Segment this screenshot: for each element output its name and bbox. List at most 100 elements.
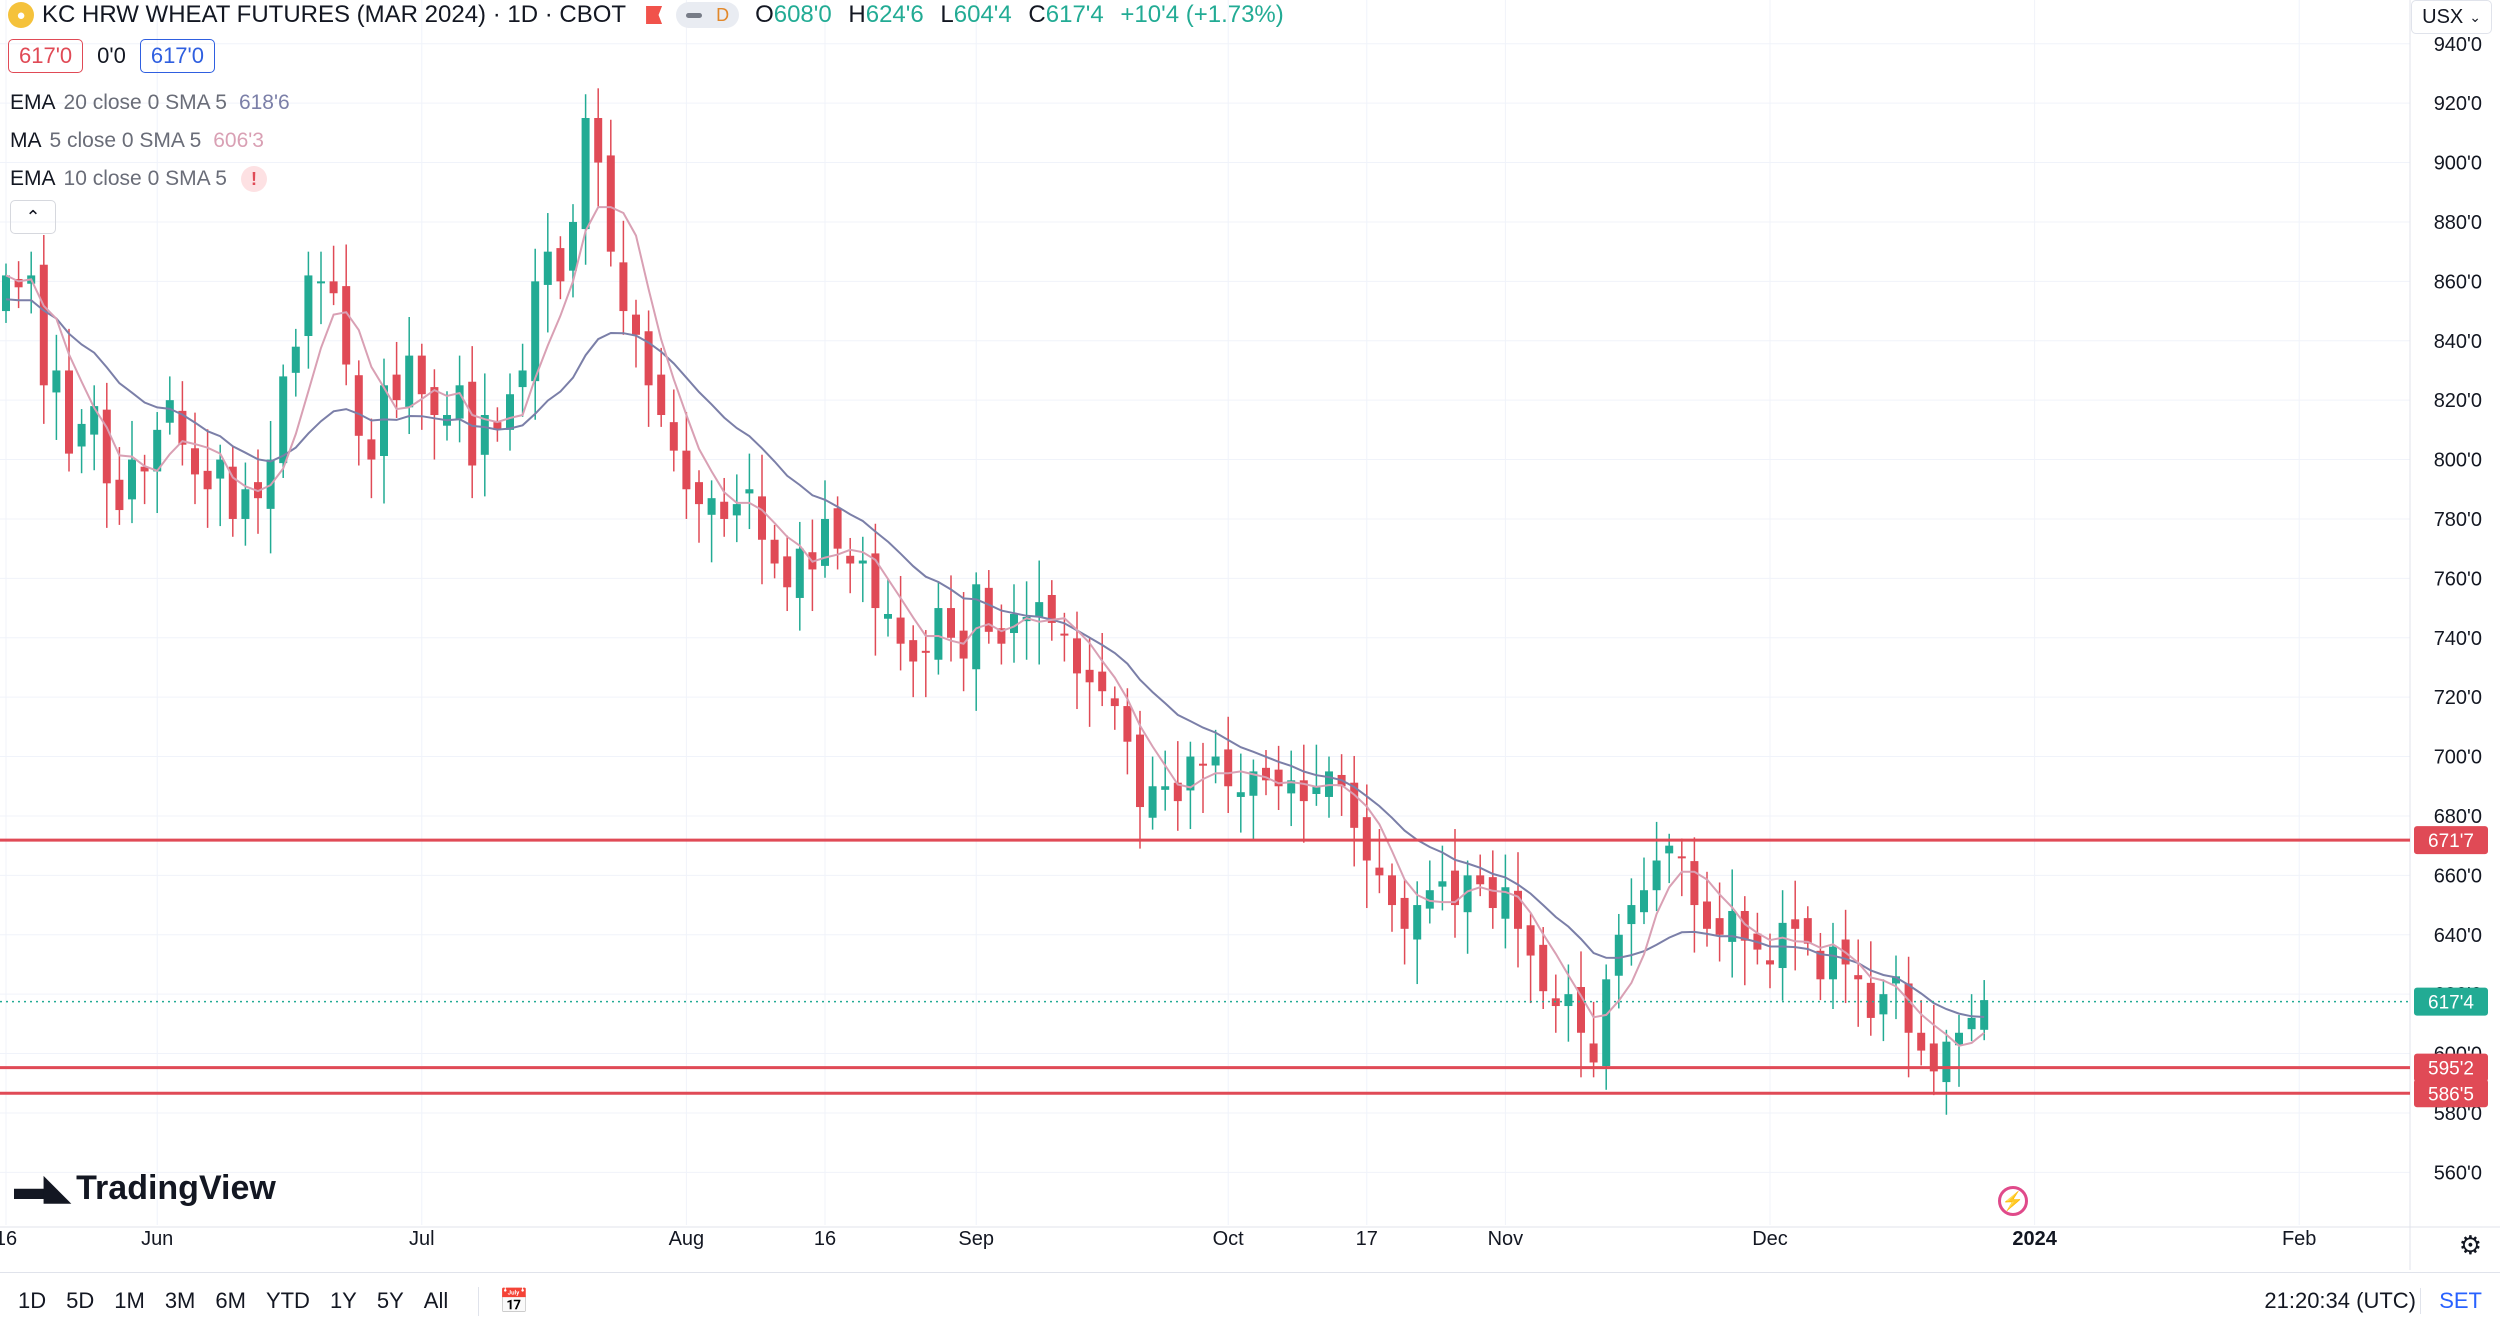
y-tick-label: 700'0	[2434, 747, 2482, 769]
symbol-title[interactable]: KC HRW WHEAT FUTURES (MAR 2024) · 1D · C…	[42, 1, 627, 28]
candle-body	[1400, 897, 1409, 929]
chevron-up-icon: ⌃	[25, 206, 41, 227]
candle-body	[405, 355, 414, 408]
candle-body	[518, 370, 527, 388]
set-button[interactable]: SET	[2420, 1288, 2482, 1314]
candle-body	[1173, 782, 1182, 802]
chevron-down-icon: ⌄	[2469, 8, 2481, 25]
lightning-icon[interactable]: ⚡	[1998, 1186, 2028, 1216]
ohlc-low-value: 604'4	[953, 1, 1012, 28]
timeframe-1d[interactable]: 1D	[18, 1288, 47, 1313]
timeframe-ytd[interactable]: YTD	[265, 1288, 310, 1313]
indicator-ema10[interactable]: EMA 10 close 0 SMA 5 !	[10, 164, 267, 194]
y-tick-label: 660'0	[2434, 865, 2482, 887]
indicator-ema20[interactable]: EMA 20 close 0 SMA 5 618'6	[10, 88, 290, 118]
candle-body	[1224, 749, 1233, 787]
wheat-symbol-icon: ●	[8, 2, 34, 28]
candle-body	[1778, 922, 1787, 969]
indicator-value: 618'6	[238, 91, 290, 114]
y-tick-label: 940'0	[2434, 34, 2482, 56]
candle-body	[153, 429, 162, 472]
candle-body	[1274, 769, 1283, 787]
bottom-toolbar: 1D 5D 1M 3M 6M YTD 1Y 5Y All 📅 21:20:34 …	[0, 1272, 2500, 1329]
candle-body	[1942, 1041, 1951, 1083]
candle-body	[304, 275, 313, 337]
candle-body	[947, 608, 955, 638]
indicator-name: EMA	[10, 167, 56, 190]
candle-body	[1060, 633, 1069, 636]
y-tick-label: 860'0	[2434, 271, 2482, 293]
candle-body	[732, 504, 741, 516]
candle-body	[1640, 890, 1648, 913]
indicator-params: 5 close 0 SMA 5	[49, 129, 202, 152]
x-tick-label: 2024	[2012, 1228, 2057, 1250]
candle-body	[783, 556, 792, 588]
ma5-line	[5, 206, 1985, 1047]
ohlc-change-value: +10'4 (+1.73%)	[1120, 1, 1284, 28]
candle-body	[1098, 671, 1107, 692]
flag-icon[interactable]	[646, 6, 663, 24]
candle-body	[1123, 706, 1132, 742]
logo-text: TradingView	[76, 1168, 276, 1207]
candle-body	[90, 406, 99, 435]
warning-icon[interactable]: !	[240, 166, 267, 192]
candle-body	[1816, 950, 1825, 980]
y-tick-label: 920'0	[2434, 93, 2482, 115]
candle-body	[1879, 994, 1888, 1015]
timeframe-1y[interactable]: 1Y	[329, 1288, 357, 1313]
candle-body	[14, 278, 23, 288]
candle-body	[1980, 1000, 1989, 1030]
candle-body	[1577, 987, 1585, 1033]
gear-icon[interactable]: ⚙	[2458, 1230, 2482, 1260]
candle-body	[1488, 877, 1497, 909]
candle-body	[619, 262, 628, 312]
indicator-ma5[interactable]: MA 5 close 0 SMA 5 606'3	[10, 126, 264, 156]
candle-body	[1073, 638, 1081, 674]
candle-body	[921, 650, 930, 653]
candle-body	[354, 375, 363, 436]
collapse-legend-button[interactable]: ⌃	[10, 200, 56, 234]
candle-body	[380, 385, 388, 456]
candle-body	[1010, 614, 1018, 634]
candle-body	[657, 374, 666, 416]
candle-body	[455, 385, 464, 419]
candle-body	[102, 409, 111, 484]
calendar-goto-icon[interactable]: 📅	[478, 1286, 529, 1316]
candle-body	[506, 394, 514, 430]
market-status-icon	[686, 12, 703, 18]
candle-body	[821, 518, 829, 566]
candle-body	[695, 482, 703, 505]
candle-body	[1085, 669, 1094, 683]
candle-body	[896, 617, 905, 644]
candle-body	[1476, 875, 1485, 885]
candle-body	[317, 281, 325, 284]
timeframe-all[interactable]: All	[423, 1288, 449, 1313]
session-badge[interactable]: D	[676, 2, 740, 28]
buy-price-button[interactable]: 617'0	[139, 39, 215, 73]
candle-body	[1791, 919, 1800, 929]
candle-body	[997, 628, 1006, 644]
candle-body	[871, 553, 880, 609]
candle-body	[1425, 890, 1434, 909]
candle-body	[1148, 786, 1157, 818]
candle-body	[1526, 925, 1535, 956]
bid-ask-widget: 617'0 0'0 617'0	[8, 38, 215, 74]
currency-select[interactable]: USX ⌄	[2411, 0, 2492, 34]
tradingview-logo[interactable]: ▬◣ TradingView	[14, 1168, 276, 1208]
candle-body	[1438, 881, 1447, 887]
timeframe-6m[interactable]: 6M	[215, 1288, 246, 1313]
y-tick-label: 680'0	[2434, 806, 2482, 828]
candle-body	[165, 400, 174, 423]
candle-body	[291, 346, 300, 373]
timeframe-1m[interactable]: 1M	[114, 1288, 145, 1313]
utc-clock[interactable]: 21:20:34 (UTC)	[2264, 1288, 2416, 1313]
timeframe-5y[interactable]: 5Y	[376, 1288, 404, 1313]
candle-body	[581, 118, 590, 230]
candle-body	[1665, 845, 1674, 854]
timeframe-5d[interactable]: 5D	[66, 1288, 95, 1313]
timeframe-3m[interactable]: 3M	[164, 1288, 196, 1313]
y-tick-label: 880'0	[2434, 212, 2482, 234]
sell-price-button[interactable]: 617'0	[8, 39, 84, 73]
candle-body	[191, 448, 199, 475]
